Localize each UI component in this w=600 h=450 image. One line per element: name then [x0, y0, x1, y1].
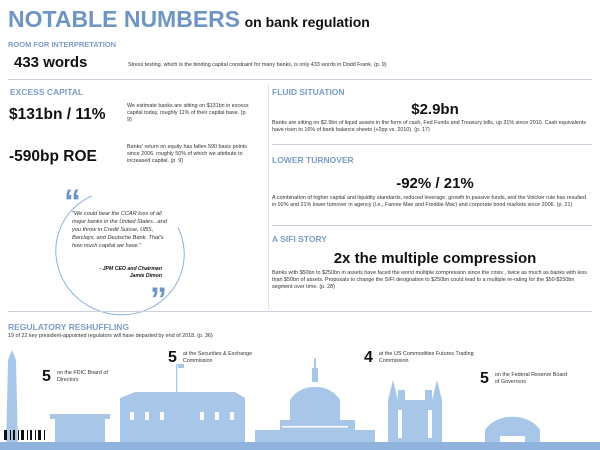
sifi-label: A SIFI STORY: [272, 234, 327, 244]
excess-text: We estimate banks are sitting on $131bn …: [127, 103, 249, 123]
fluid-value: $2.9bn: [411, 101, 459, 118]
quote-attribution: - JPM CEO and Chairman Jamie Dimon: [80, 266, 162, 280]
washington-monument: [6, 350, 18, 450]
stat-text: at the Securities & Exchange Commission: [182, 351, 253, 364]
excess-label: EXCESS CAPITAL: [10, 87, 84, 97]
stat-number: 5: [42, 368, 51, 385]
stat-fdic: 5 on the FDIC Board of Directors: [42, 368, 119, 386]
stat-number: 5: [168, 349, 177, 366]
quote-open-icon: “: [64, 183, 81, 221]
excess-value: $131bn / 11%: [9, 106, 106, 123]
quote-close-icon: ”: [150, 281, 167, 319]
divider: [8, 311, 592, 312]
room-label: ROOM FOR INTERPRETATION: [8, 40, 117, 49]
barcode-icon: [4, 430, 45, 440]
quote-attribution-name: Jamie Dimon: [129, 273, 162, 279]
white-house: [120, 392, 245, 450]
fluid-label: FLUID SITUATION: [272, 87, 345, 97]
turnover-text: A combination of higher capital and liqu…: [272, 195, 587, 208]
quote-text: "We could bear the CCAR loss of all majo…: [72, 211, 167, 249]
divider: [272, 225, 592, 226]
stat-text: on the FDIC Board of Directors: [56, 370, 108, 383]
stat-sec: 5 at the Securities & Exchange Commissio…: [168, 349, 273, 367]
divider: [8, 79, 592, 80]
room-text: Stress testing, which is the binding cap…: [128, 62, 387, 68]
turnover-value: -92% / 21%: [396, 175, 474, 192]
roe-value: -590bp ROE: [9, 148, 97, 165]
title-sub: on bank regulation: [244, 14, 370, 30]
stat-text: on the Federal Reserve Board of Governor…: [494, 372, 568, 385]
reshuffle-label: REGULATORY RESHUFFLING: [8, 322, 130, 332]
reshuffle-text: 19 of 22 key president-appointed regulat…: [8, 333, 213, 339]
turnover-label: LOWER TURNOVER: [272, 155, 354, 165]
cathedral: [388, 380, 442, 450]
quote-attribution-title: - JPM CEO and Chairman: [99, 266, 162, 272]
room-value: 433 words: [14, 54, 88, 71]
sifi-value: 2x the multiple compression: [333, 250, 537, 267]
stat-text: at the US Commodities Futures Trading Co…: [378, 351, 474, 364]
sifi-text: Banks with $50bn to $250bn in assets hav…: [272, 270, 587, 290]
fluid-text: Banks are sitting on $2.9bn of liquid as…: [272, 120, 587, 133]
stat-number: 4: [364, 349, 373, 366]
stat-number: 5: [480, 370, 489, 387]
dc-skyline-illustration: [0, 350, 600, 450]
column-divider: [268, 84, 269, 309]
quote-circle: [37, 171, 203, 334]
title-main: NOTABLE NUMBERS: [8, 6, 241, 32]
stat-cftc: 4 at the US Commodities Futures Trading …: [364, 349, 474, 367]
page-title: NOTABLE NUMBERS on bank regulation: [8, 6, 370, 33]
roe-text: Banks' return on equity has fallen 590 b…: [127, 144, 247, 164]
stat-fed: 5 on the Federal Reserve Board of Govern…: [480, 370, 570, 388]
divider: [272, 144, 592, 145]
jefferson-memorial: [485, 416, 540, 450]
